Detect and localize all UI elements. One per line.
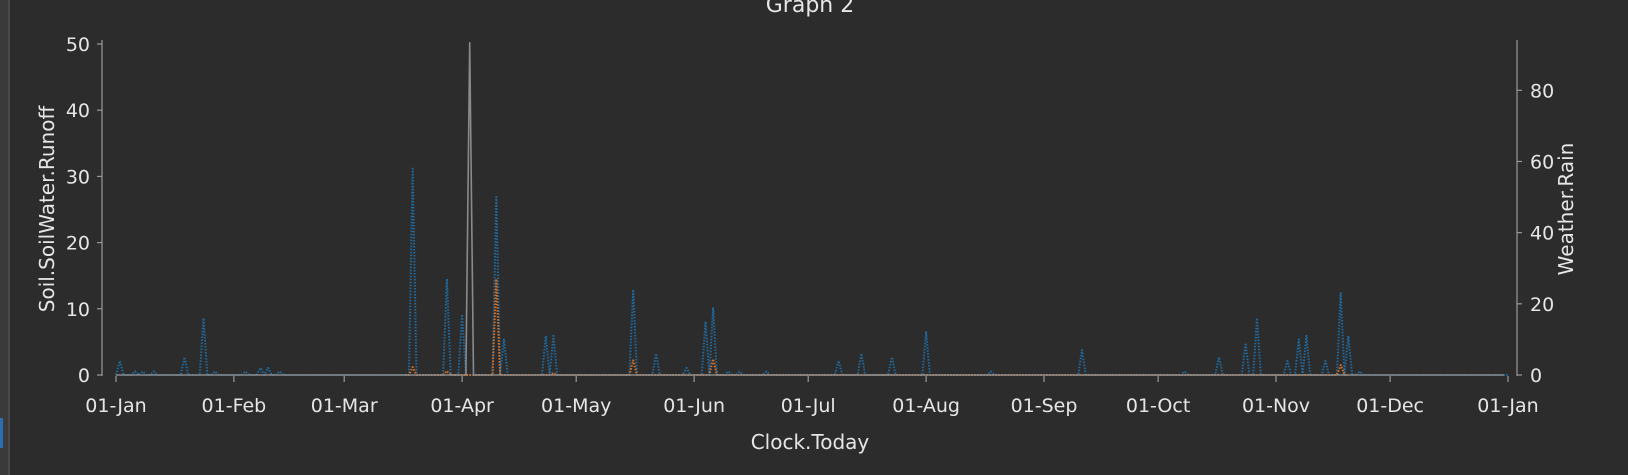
x-tick-label: 01-Apr xyxy=(430,395,494,417)
x-tick-label: 01-Jan xyxy=(85,395,146,417)
series-2 xyxy=(405,278,1349,376)
series-2-line xyxy=(405,278,1349,376)
x-tick-label: 01-Dec xyxy=(1356,395,1424,417)
left-y-tick-label: 30 xyxy=(66,166,90,188)
x-tick-label: 01-May xyxy=(541,395,611,417)
plot-area xyxy=(115,41,1508,376)
left-y-tick-label: 50 xyxy=(66,34,90,56)
x-tick-label: 01-Mar xyxy=(311,395,378,417)
right-y-tick-label: 0 xyxy=(1530,365,1542,387)
x-tick-label: 01-Jun xyxy=(663,395,725,417)
chart-title: Graph 2 xyxy=(766,0,854,18)
right-y-ticks: 0 20 40 60 80 xyxy=(1517,80,1554,387)
x-tick-label: 01-Jan xyxy=(1477,395,1538,417)
series-1 xyxy=(115,167,1508,376)
left-y-ticks: 0 10 20 30 40 50 xyxy=(66,34,102,387)
x-tick-label: 01-Aug xyxy=(892,395,960,417)
x-ticks: 01-Jan 01-Feb 01-Mar 01-Apr 01-May 01-Jun 01-J… xyxy=(85,376,1539,417)
x-tick-label: 01-Sep xyxy=(1011,395,1078,417)
left-y-tick-label: 20 xyxy=(66,233,90,255)
right-y-tick-label: 40 xyxy=(1530,223,1554,245)
x-axis-label: Clock.Today xyxy=(751,430,870,454)
x-tick-label: 01-Jul xyxy=(781,395,836,417)
left-y-tick-label: 0 xyxy=(78,365,90,387)
right-y-tick-label: 20 xyxy=(1530,294,1554,316)
left-y-axis-label: Soil.SoilWater.Runoff xyxy=(35,105,59,313)
right-y-axis-label: Weather.Rain xyxy=(1554,143,1578,276)
x-tick-label: 01-Feb xyxy=(202,395,267,417)
x-tick-label: 01-Nov xyxy=(1242,395,1310,417)
series-3 xyxy=(116,41,1505,376)
left-y-tick-label: 10 xyxy=(66,299,90,321)
series-3-line xyxy=(116,41,1505,376)
right-y-tick-label: 80 xyxy=(1530,80,1554,102)
left-y-tick-label: 40 xyxy=(66,100,90,122)
series-1-line xyxy=(115,167,1508,376)
selection-marker xyxy=(0,418,3,448)
window-left-edge xyxy=(0,0,10,475)
right-y-tick-label: 60 xyxy=(1530,151,1554,173)
x-tick-label: 01-Oct xyxy=(1126,395,1190,417)
